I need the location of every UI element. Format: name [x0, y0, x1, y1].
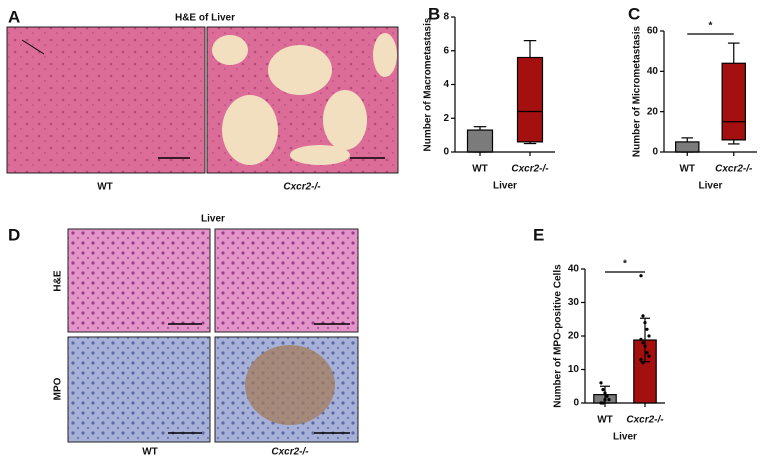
y-tick-label: 8	[443, 12, 449, 23]
x-tick-label: WT	[679, 164, 695, 175]
x-tick-label: WT	[472, 164, 488, 175]
panel-d: D Liver H&E MPO WT Cxcr2-/-	[8, 214, 359, 458]
data-point	[639, 337, 643, 341]
y-tick-label: 20	[647, 106, 659, 117]
y-tick-label: 0	[443, 147, 449, 158]
x-axis-label: Liver	[493, 181, 517, 192]
column-label: Cxcr2-/-	[271, 447, 309, 458]
y-tick-label: 10	[568, 364, 580, 375]
x-tick-label: WT	[597, 415, 613, 426]
x-axis-label: Liver	[613, 432, 637, 443]
data-point	[603, 391, 607, 395]
panel-label: C	[628, 4, 640, 23]
data-point	[643, 344, 647, 348]
image-label: WT	[97, 182, 113, 193]
image	[67, 228, 211, 333]
data-point	[641, 341, 645, 345]
x-axis-label: Liver	[699, 181, 723, 192]
y-tick-label: 4	[443, 79, 449, 90]
panel-label: D	[8, 225, 20, 244]
column-label: WT	[142, 447, 158, 458]
data-point	[639, 357, 643, 362]
row-label: H&E	[53, 270, 64, 291]
x-tick-label: Cxcr2-/-	[511, 164, 549, 175]
lesions	[212, 33, 397, 165]
data-point	[601, 401, 605, 405]
y-tick-label: 40	[568, 264, 580, 275]
row-label: MPO	[53, 377, 64, 400]
data-point	[647, 354, 651, 358]
y-tick-label: 6	[443, 45, 449, 56]
y-tick-label: 20	[568, 331, 580, 342]
data-point	[601, 388, 605, 392]
data-point	[647, 334, 651, 338]
arrow	[21, 39, 45, 55]
x-tick-label: Cxcr2-/-	[715, 164, 753, 175]
panel-label: B	[428, 4, 440, 23]
panel-label: E	[533, 225, 544, 244]
image	[214, 228, 359, 333]
significance-label: *	[623, 259, 627, 270]
y-tick-label: 40	[647, 66, 659, 77]
data-point	[639, 274, 643, 278]
scale-bars	[168, 323, 350, 434]
data-point	[645, 351, 649, 355]
data-point	[641, 361, 645, 365]
data-point	[641, 314, 645, 318]
data-point	[603, 398, 607, 402]
y-tick-label: 60	[647, 26, 659, 37]
stain	[245, 345, 335, 425]
box	[466, 129, 494, 153]
x-tick-label: Cxcr2-/-	[626, 415, 664, 426]
y-axis-label: Number of Macrometastasis	[423, 17, 434, 151]
y-axis-label: Number of MPO-positive Cells	[553, 264, 564, 408]
data-point	[645, 327, 649, 331]
y-tick-label: 0	[573, 398, 579, 409]
significance-label: *	[709, 21, 713, 32]
data-point	[607, 398, 611, 402]
data-point	[643, 321, 647, 325]
y-axis-label: Number of Micrometastasis	[632, 25, 643, 157]
panel-a: A H&E of Liver WT Cxcr2-/-	[6, 7, 399, 193]
box	[675, 141, 700, 153]
panel-label: A	[8, 7, 20, 26]
panel-title: Liver	[201, 214, 225, 225]
y-tick-label: 2	[443, 113, 449, 124]
panel-title: H&E of Liver	[175, 13, 235, 24]
data-point	[605, 394, 609, 398]
image-label: Cxcr2-/-	[283, 182, 321, 193]
y-tick-label: 30	[568, 297, 580, 308]
data-point	[599, 381, 603, 385]
y-tick-label: 0	[652, 147, 658, 158]
box	[516, 56, 544, 143]
box	[721, 62, 746, 141]
image	[67, 336, 211, 443]
